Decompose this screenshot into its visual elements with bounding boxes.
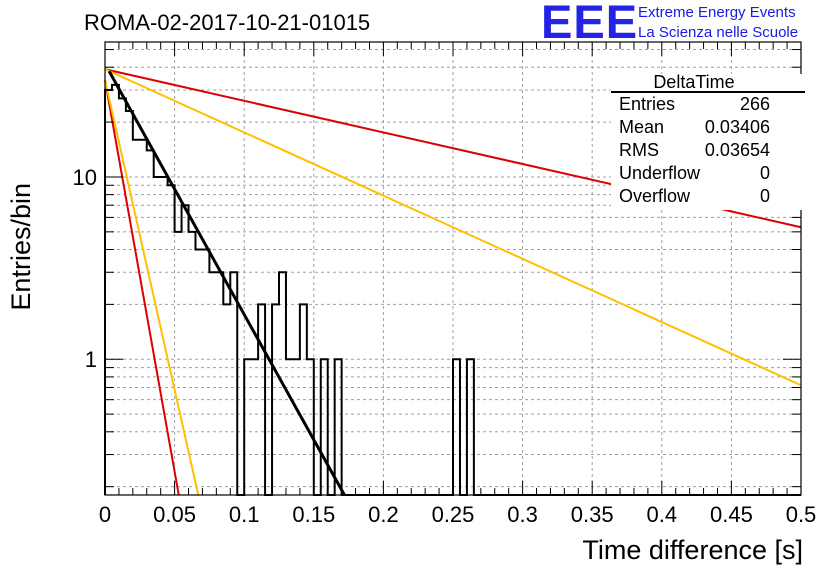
band-line-inner-lower [104,79,200,496]
x-tick-label: 0.5 [786,502,817,527]
stats-label: Overflow [619,186,691,206]
x-tick-label: 0.4 [647,502,678,527]
stats-name: DeltaTime [653,72,734,92]
stats-box: DeltaTime Entries 266 Mean 0.03406 RMS 0.0365… [611,72,805,210]
stats-value: 0 [760,186,770,206]
stats-label: Underflow [619,163,701,183]
stats-value: 0.03406 [705,117,770,137]
stats-value: 0.03654 [705,140,770,160]
logo-line-1: Extreme Energy Events [638,4,796,21]
y-axis-label: Entries/bin [6,183,36,311]
stats-value: 266 [740,94,770,114]
y-tick-label: 10 [73,165,97,190]
chart-title: ROMA-02-2017-10-21-01015 [84,10,371,35]
x-tick-label: 0.45 [710,502,753,527]
logo-line-2: La Scienza nelle Scuole [638,24,799,41]
x-tick-label: 0 [99,502,111,527]
x-axis-ticks: 0 0.05 0.1 0.15 0.2 0.25 0.3 0.35 0.4 0.45 0.5 [99,42,816,527]
band-line-outer-lower [104,79,180,496]
x-axis-label: Time difference [s] [582,535,803,565]
band-line-inner-upper [104,68,802,387]
y-tick-label: 1 [85,347,97,372]
stats-label: RMS [619,140,659,160]
stats-rows: Entries 266 Mean 0.03406 RMS 0.03654Underflow… [619,94,770,206]
x-tick-label: 0.25 [432,502,475,527]
stats-label: Entries [619,94,675,114]
x-tick-label: 0.05 [153,502,196,527]
x-tick-label: 0.2 [368,502,399,527]
x-tick-label: 0.3 [507,502,538,527]
stats-label: Mean [619,117,664,137]
x-tick-label: 0.15 [292,502,335,527]
x-tick-label: 0.1 [229,502,260,527]
stats-value: 0 [760,163,770,183]
eee-logo: EEE [541,0,639,48]
x-tick-label: 0.35 [571,502,614,527]
fit-line [107,70,346,496]
